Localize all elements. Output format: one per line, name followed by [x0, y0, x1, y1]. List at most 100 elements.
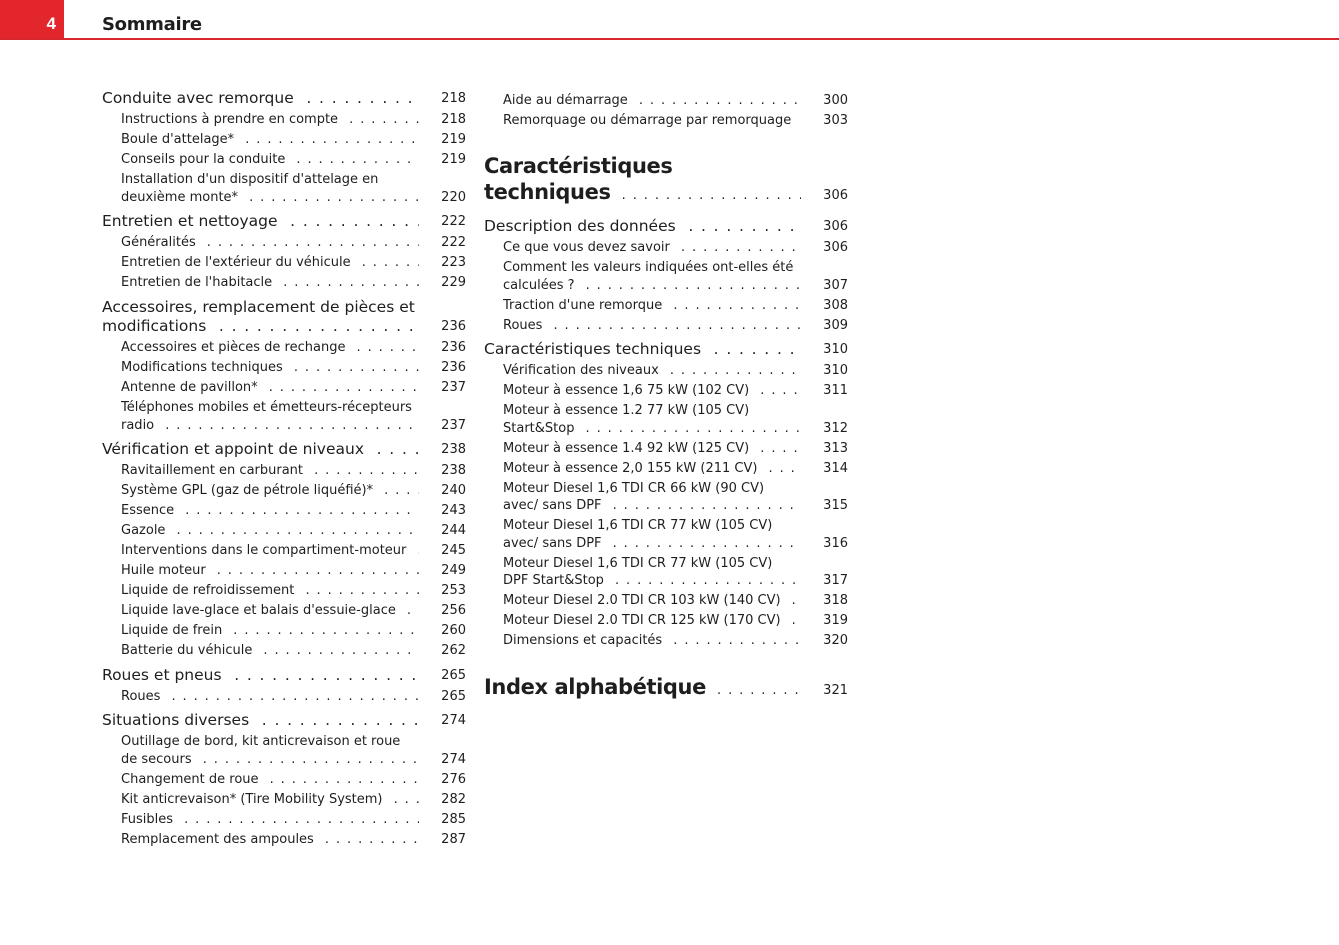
toc-subsection[interactable]: Traction d'une remorque 308	[484, 294, 848, 314]
toc-subsection[interactable]: Système GPL (gaz de pétrole liquéfié)* 24…	[102, 480, 466, 500]
toc-entry-page: 310	[823, 342, 848, 357]
toc-subsection[interactable]: Vérification des niveaux 310	[484, 360, 848, 380]
toc-entry-title: Situations diverses	[102, 711, 249, 729]
toc-subsection[interactable]: Dimensions et capacités 320	[484, 630, 848, 650]
toc-subsection[interactable]: Fusibles 285	[102, 808, 466, 828]
toc-subsection[interactable]: Liquide de refroidissement 253	[102, 580, 466, 600]
toc-entry-title: Remorquage ou démarrage par remorquage	[503, 113, 791, 128]
toc-entry-title: Accessoires, remplacement de pièces et m…	[102, 298, 415, 336]
toc-entry-title: Dimensions et capacités	[503, 633, 662, 648]
toc-entry-title: Huile moteur	[121, 563, 206, 578]
toc-entry-title: Moteur Diesel 2.0 TDI CR 125 kW (170 CV)	[503, 613, 781, 628]
toc-subsection[interactable]: Entretien de l'extérieur du véhicule 223	[102, 252, 466, 272]
toc-entry-title-wrap: Outillage de bord, kit anticrevaison et …	[121, 733, 419, 768]
toc-entry-title: Liquide de refroidissement	[121, 583, 294, 598]
toc-entry-title: Kit anticrevaison* (Tire Mobility System…	[121, 792, 383, 807]
toc-subsection[interactable]: Batterie du véhicule 262	[102, 640, 466, 660]
toc-entry-title-wrap: Modifications techniques	[121, 359, 419, 377]
toc-subsection[interactable]: Conseils pour la conduite 219	[102, 149, 466, 169]
toc-subsection[interactable]: Roues 265	[102, 685, 466, 705]
toc-section[interactable]: Caractéristiques techniques 310	[484, 340, 848, 360]
toc-entry-title: Moteur à essence 1.4 92 kW (125 CV)	[503, 441, 749, 456]
toc-subsection[interactable]: Remorquage ou démarrage par remorquage 30…	[484, 109, 848, 129]
toc-entry-page: 265	[441, 667, 466, 683]
toc-section[interactable]: Vérification et appoint de niveaux 238	[102, 440, 466, 460]
toc-subsection[interactable]: Ce que vous devez savoir 306	[484, 237, 848, 257]
toc-entry-title: Vérification et appoint de niveaux	[102, 440, 364, 458]
toc-entry-title-wrap: Liquide de frein	[121, 622, 419, 640]
toc-subsection[interactable]: Remplacement des ampoules 287	[102, 828, 466, 848]
toc-subsection[interactable]: Liquide de frein 260	[102, 620, 466, 640]
toc-subsection[interactable]: Antenne de pavillon* 237	[102, 377, 466, 397]
toc-entry-title-wrap: Ravitaillement en carburant	[121, 462, 419, 480]
toc-subsection[interactable]: Huile moteur 249	[102, 560, 466, 580]
toc-entry-title-wrap: Comment les valeurs indiquées ont-elles …	[503, 259, 801, 294]
toc-subsection[interactable]: Boule d'attelage* 219	[102, 129, 466, 149]
toc-entry-title-wrap: Système GPL (gaz de pétrole liquéfié)*	[121, 482, 419, 500]
toc-section[interactable]: Description des données 306	[484, 217, 848, 237]
toc-subsection[interactable]: Moteur à essence 1.4 92 kW (125 CV) 313	[484, 437, 848, 457]
toc-subsection[interactable]: Installation d'un dispositif d'attelage …	[102, 169, 466, 207]
toc-subsection[interactable]: Comment les valeurs indiquées ont-elles …	[484, 257, 848, 295]
toc-entry-page: 311	[823, 383, 848, 398]
toc-subsection[interactable]: Modifications techniques 236	[102, 357, 466, 377]
toc-subsection[interactable]: Moteur Diesel 2.0 TDI CR 103 kW (140 CV)…	[484, 590, 848, 610]
toc-subsection[interactable]: Kit anticrevaison* (Tire Mobility System…	[102, 788, 466, 808]
toc-entry-page: 219	[441, 132, 466, 147]
toc-subsection[interactable]: Interventions dans le compartiment-moteu…	[102, 540, 466, 560]
toc-subsection[interactable]: Liquide lave-glace et balais d'essuie-gl…	[102, 600, 466, 620]
toc-entry-title-wrap: Entretien de l'habitacle	[121, 274, 419, 292]
toc-subsection[interactable]: Moteur à essence 2,0 155 kW (211 CV) 314	[484, 457, 848, 477]
toc-section[interactable]: Entretien et nettoyage 222	[102, 212, 466, 232]
toc-subsection[interactable]: Changement de roue 276	[102, 768, 466, 788]
toc-subsection[interactable]: Ravitaillement en carburant 238	[102, 460, 466, 480]
toc-entry-page: 237	[441, 417, 466, 433]
toc-section[interactable]: Situations diverses 274	[102, 711, 466, 731]
toc-entry-title: Instructions à prendre en compte	[121, 112, 338, 127]
toc-entry-page: 303	[823, 112, 848, 128]
toc-subsection[interactable]: Instructions à prendre en compte 218	[102, 109, 466, 129]
toc-chapter[interactable]: Index alphabétique 321	[484, 674, 848, 704]
toc-entry-title: Système GPL (gaz de pétrole liquéfié)*	[121, 483, 373, 498]
toc-subsection[interactable]: Moteur à essence 1.2 77 kW (105 CV) Star…	[484, 400, 848, 438]
toc-subsection[interactable]: Accessoires et pièces de rechange 236	[102, 337, 466, 357]
toc-entry-page: 220	[441, 189, 466, 205]
toc-entry-title: Moteur à essence 1.2 77 kW (105 CV) Star…	[503, 403, 749, 436]
toc-entry-page: 262	[441, 643, 466, 658]
toc-subsection[interactable]: Moteur Diesel 1,6 TDI CR 66 kW (90 CV) a…	[484, 477, 848, 515]
toc-subsection[interactable]: Généralités 222	[102, 232, 466, 252]
toc-section[interactable]: Roues et pneus 265	[102, 666, 466, 686]
toc-entry-title-wrap: Remplacement des ampoules	[121, 831, 419, 849]
toc-subsection[interactable]: Téléphones mobiles et émetteurs-récepteu…	[102, 397, 466, 435]
toc-entry-title: Moteur Diesel 1,6 TDI CR 77 kW (105 CV) …	[503, 556, 772, 589]
toc-chapter[interactable]: Caractéristiques techniques 306	[484, 153, 848, 209]
toc-subsection[interactable]: Essence 243	[102, 500, 466, 520]
toc-entry-title-wrap: Entretien de l'extérieur du véhicule	[121, 254, 419, 272]
toc-entry-title-wrap: Moteur à essence 1,6 75 kW (102 CV)	[503, 382, 801, 400]
toc-entry-title-wrap: Traction d'une remorque	[503, 297, 801, 315]
toc-section[interactable]: Conduite avec remorque 218	[102, 89, 466, 109]
toc-subsection[interactable]: Aide au démarrage 300	[484, 89, 848, 109]
toc-subsection[interactable]: Moteur Diesel 1,6 TDI CR 77 kW (105 CV) …	[484, 552, 848, 590]
toc-entry-title-wrap: Huile moteur	[121, 562, 419, 580]
toc-subsection[interactable]: Moteur Diesel 1,6 TDI CR 77 kW (105 CV) …	[484, 515, 848, 553]
toc-entry-page: 300	[823, 92, 848, 108]
toc-subsection[interactable]: Gazole 244	[102, 520, 466, 540]
toc-subsection[interactable]: Roues 309	[484, 314, 848, 334]
toc-subsection[interactable]: Moteur Diesel 2.0 TDI CR 125 kW (170 CV)…	[484, 610, 848, 630]
toc-entry-title-wrap: Caractéristiques techniques	[484, 340, 801, 360]
toc-subsection[interactable]: Outillage de bord, kit anticrevaison et …	[102, 731, 466, 769]
toc-entry-title-wrap: Liquide de refroidissement	[121, 582, 419, 600]
toc-entry-title: Roues	[503, 318, 542, 333]
toc-entry-page: 256	[441, 603, 466, 618]
toc-entry-title-wrap: Batterie du véhicule	[121, 642, 419, 660]
toc-entry-title: Caractéristiques techniques	[484, 340, 701, 358]
toc-subsection[interactable]: Entretien de l'habitacle 229	[102, 272, 466, 292]
toc-section[interactable]: Accessoires, remplacement de pièces et m…	[102, 298, 466, 337]
toc-entry-page: 244	[441, 523, 466, 538]
toc-entry-title-wrap: Roues	[121, 688, 419, 706]
toc-entry-title-wrap: Boule d'attelage*	[121, 131, 419, 149]
toc-subsection[interactable]: Moteur à essence 1,6 75 kW (102 CV) 311	[484, 380, 848, 400]
toc-entry-title-wrap: Kit anticrevaison* (Tire Mobility System…	[121, 791, 419, 809]
toc-entry-page: 243	[441, 503, 466, 518]
